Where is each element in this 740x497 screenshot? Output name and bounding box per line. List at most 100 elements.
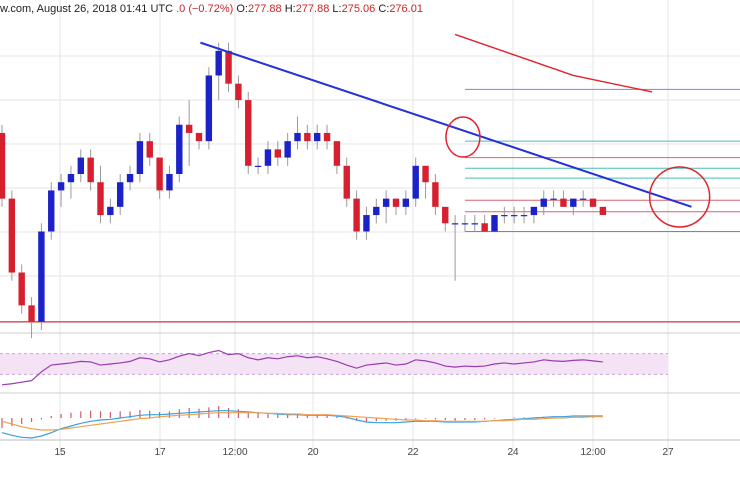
candle	[579, 190, 587, 207]
candle-body	[235, 83, 242, 101]
x-tick-label: 27	[662, 447, 674, 458]
candle	[501, 206, 508, 224]
candle	[540, 190, 547, 216]
candle	[166, 165, 173, 199]
candle-body	[511, 215, 518, 217]
candle	[97, 165, 104, 224]
candle	[284, 132, 291, 166]
candle	[314, 124, 321, 150]
candle-body	[550, 198, 557, 200]
candle-body	[166, 174, 173, 191]
candle-body	[245, 100, 252, 166]
candle	[205, 67, 213, 150]
trendline	[200, 41, 692, 208]
candle	[87, 149, 94, 191]
candle-body	[126, 174, 134, 183]
candle-body	[97, 182, 104, 216]
highlight-circle	[445, 116, 481, 158]
candle	[185, 100, 193, 166]
candle-body	[284, 141, 291, 158]
candle-body	[461, 223, 469, 225]
candle-body	[264, 149, 272, 166]
low-label: L:	[332, 3, 342, 15]
highlight-circle	[648, 166, 711, 228]
x-tick-label: 12:00	[580, 447, 605, 458]
candle	[117, 174, 124, 216]
candle	[333, 141, 341, 174]
open-value: 277.88	[247, 3, 282, 15]
candle	[599, 206, 607, 216]
candle	[491, 215, 498, 232]
candle	[373, 198, 380, 224]
candle	[28, 297, 35, 339]
candle	[215, 42, 222, 101]
candle	[471, 215, 478, 232]
candle-body	[205, 75, 213, 142]
candle-body	[314, 132, 321, 142]
candle-body	[560, 198, 567, 207]
candle-body	[87, 157, 94, 183]
candle-body	[579, 198, 587, 200]
rsi-line	[1, 349, 603, 386]
candle-body	[570, 198, 577, 207]
signal-line	[1, 412, 603, 431]
candle-body	[57, 182, 65, 191]
candle-body	[402, 198, 410, 207]
candle-body	[225, 50, 232, 84]
candle-body	[8, 198, 16, 273]
candle	[560, 190, 567, 207]
candle	[136, 132, 144, 183]
candle-body	[294, 132, 301, 142]
candle-body	[77, 157, 84, 174]
candle-body	[432, 182, 439, 207]
candle-body	[215, 50, 222, 76]
source-label: w.com, August 26, 2018 01:41 UTC	[0, 3, 174, 15]
candle	[382, 190, 390, 224]
candle	[402, 190, 410, 216]
candle-body	[530, 206, 538, 216]
high-label: H:	[284, 3, 296, 15]
candle-body	[471, 223, 478, 225]
candle-body	[540, 198, 547, 207]
candle	[353, 190, 360, 240]
candle-body	[156, 157, 163, 191]
candle-body	[0, 132, 6, 199]
candle	[8, 190, 16, 281]
candle	[481, 215, 488, 232]
candle-body	[67, 174, 75, 183]
candle-body	[392, 198, 400, 207]
moving-average-line	[454, 33, 653, 93]
candle-body	[323, 132, 331, 142]
candle	[274, 141, 281, 166]
candle	[412, 157, 419, 207]
candle	[264, 141, 272, 174]
candle	[225, 42, 232, 92]
candle-body	[117, 182, 124, 207]
x-tick-label: 24	[507, 447, 519, 458]
x-tick-label: 22	[407, 447, 419, 458]
candle	[461, 215, 469, 232]
candle	[343, 157, 350, 207]
candle	[176, 116, 183, 183]
candle-body	[28, 305, 35, 322]
x-tick-label: 15	[54, 447, 66, 458]
candle	[392, 198, 400, 216]
candle-body	[195, 132, 203, 142]
candle-body	[412, 165, 419, 199]
candle-body	[520, 215, 528, 217]
x-tick-label: 20	[307, 447, 319, 458]
candle-body	[363, 215, 370, 232]
candle-body	[451, 223, 459, 225]
candle	[294, 116, 301, 150]
high-value: 277.88	[295, 3, 330, 15]
candle	[245, 91, 252, 174]
candle-body	[501, 215, 508, 217]
candle-body	[185, 124, 193, 133]
candle-body	[146, 141, 153, 158]
candle-body	[304, 132, 311, 142]
candle	[422, 165, 429, 199]
candle	[38, 223, 45, 330]
candle	[107, 198, 114, 224]
